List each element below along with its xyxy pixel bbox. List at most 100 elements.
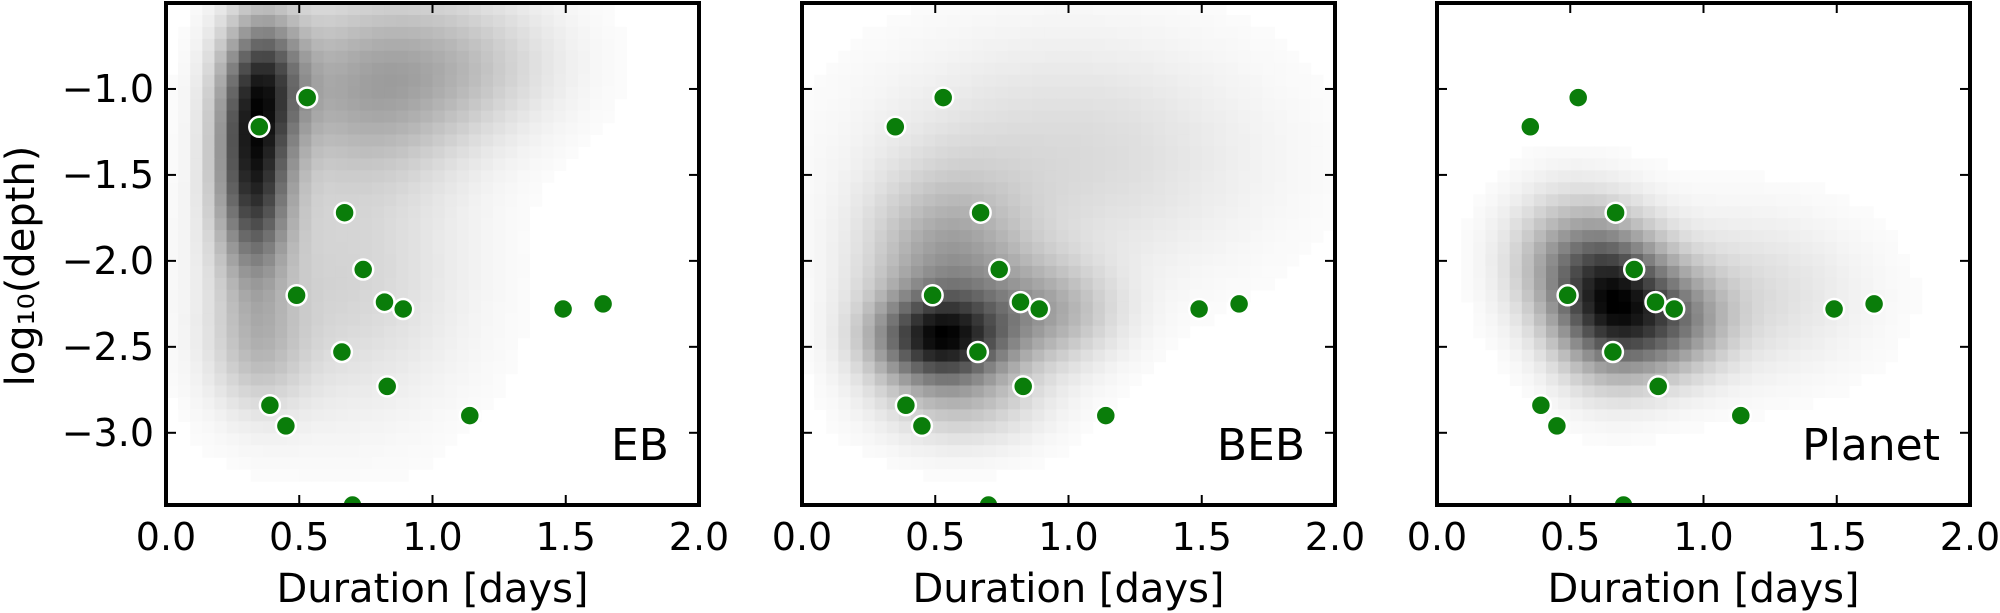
heatmap-cell [311,230,325,243]
heatmap-cell [838,122,852,136]
heatmap-cell [420,170,434,183]
heatmap-cell [1812,337,1826,351]
heatmap-cell [299,301,312,315]
heatmap-cell [1044,445,1057,458]
heatmap-cell [480,337,494,351]
heatmap-cell [505,26,518,40]
heatmap-cell [541,170,555,183]
heatmap-cell [1691,409,1705,422]
heatmap-cell [1594,433,1608,446]
heatmap-cell [214,146,228,159]
heatmap-cell [1739,242,1753,255]
heatmap-cell [226,361,240,375]
heatmap-cell [396,194,409,207]
heatmap-cell [1153,242,1167,255]
heatmap-cell [1165,62,1179,76]
heatmap-cell [1020,313,1033,327]
heatmap-cell [589,98,603,112]
heatmap-cell [1165,277,1179,291]
heatmap-cell [874,277,888,291]
heatmap-cell [862,122,876,136]
heatmap-cell [1509,349,1523,363]
heatmap-cell [1068,110,1082,124]
heatmap-cell [202,14,216,28]
heatmap-cell [1056,373,1070,387]
heatmap-cell [408,433,421,446]
heatmap-cell [1056,74,1070,88]
heatmap-cell [493,361,506,375]
heatmap-cell [493,301,506,315]
heatmap-cell [1727,289,1741,303]
heatmap-cell [1533,349,1547,363]
heatmap-cell [1129,38,1142,52]
heatmap-cell [947,289,961,303]
heatmap-cell [1020,230,1033,243]
heatmap-cell [1007,397,1021,410]
heatmap-cell [432,349,446,363]
heatmap-cell [468,265,482,279]
heatmap-cell [1715,385,1729,399]
heatmap-cell [178,325,191,339]
heatmap-cell [1068,170,1082,183]
heatmap-cell [432,445,446,458]
heatmap-cell [1080,218,1094,231]
heatmap-cell [420,146,434,159]
heatmap-cell [1461,265,1474,279]
heatmap-cell [1104,373,1118,387]
heatmap-cell [886,457,900,470]
heatmap-cell [202,230,216,243]
heatmap-cell [1153,289,1167,303]
heatmap-cell [1201,50,1215,64]
heatmap-cell [850,397,864,410]
heatmap-cell [408,242,421,255]
heatmap-cell [480,146,494,159]
heatmap-cell [432,373,446,387]
heatmap-cell [995,313,1009,327]
heatmap-cell [1177,289,1191,303]
heatmap-cell [1582,182,1596,195]
panel-label: Planet [1802,420,1940,471]
heatmap-cell [1594,397,1608,410]
heatmap-cell [1201,62,1215,76]
heatmap-cell [396,397,409,410]
heatmap-cell [886,158,900,171]
heatmap-cell [166,98,179,112]
heatmap-cell [214,14,228,28]
heatmap-cell [1546,349,1559,363]
heatmap-cell [420,277,434,291]
heatmap-cell [1238,254,1251,267]
heatmap-cell [1153,206,1167,219]
heatmap-cell [1007,337,1021,351]
heatmap-cell [1642,182,1656,195]
heatmap-cell [444,98,458,112]
heatmap-cell [178,50,191,64]
heatmap-cell [959,74,973,88]
heatmap-cell [1213,170,1227,183]
heatmap-cell [420,254,434,267]
heatmap-cell [1201,182,1215,195]
heatmap-cell [577,74,591,88]
heatmap-cell [1153,50,1167,64]
heatmap-cell [493,74,506,88]
heatmap-cell [874,98,888,112]
heatmap-cell [1679,409,1692,422]
heatmap-cell [1177,26,1191,40]
heatmap-cell [1655,337,1668,351]
heatmap-cell [396,349,409,363]
heatmap-cell [911,14,924,28]
heatmap-cell [262,301,276,315]
heatmap-cell [874,433,888,446]
heatmap-cell [287,206,300,219]
heatmap-cell [347,98,361,112]
heatmap-cell [1250,158,1263,171]
heatmap-cell [1286,98,1300,112]
heatmap-cell [444,182,458,195]
x-tick-label: 0.0 [1407,515,1467,559]
heatmap-cell [1715,242,1729,255]
heatmap-cell [874,361,888,375]
heatmap-cell [947,194,961,207]
x-tick-label: 1.5 [1172,515,1232,559]
heatmap-cell [1068,349,1082,363]
heatmap-cell [1165,146,1179,159]
heatmap-cell [456,349,470,363]
